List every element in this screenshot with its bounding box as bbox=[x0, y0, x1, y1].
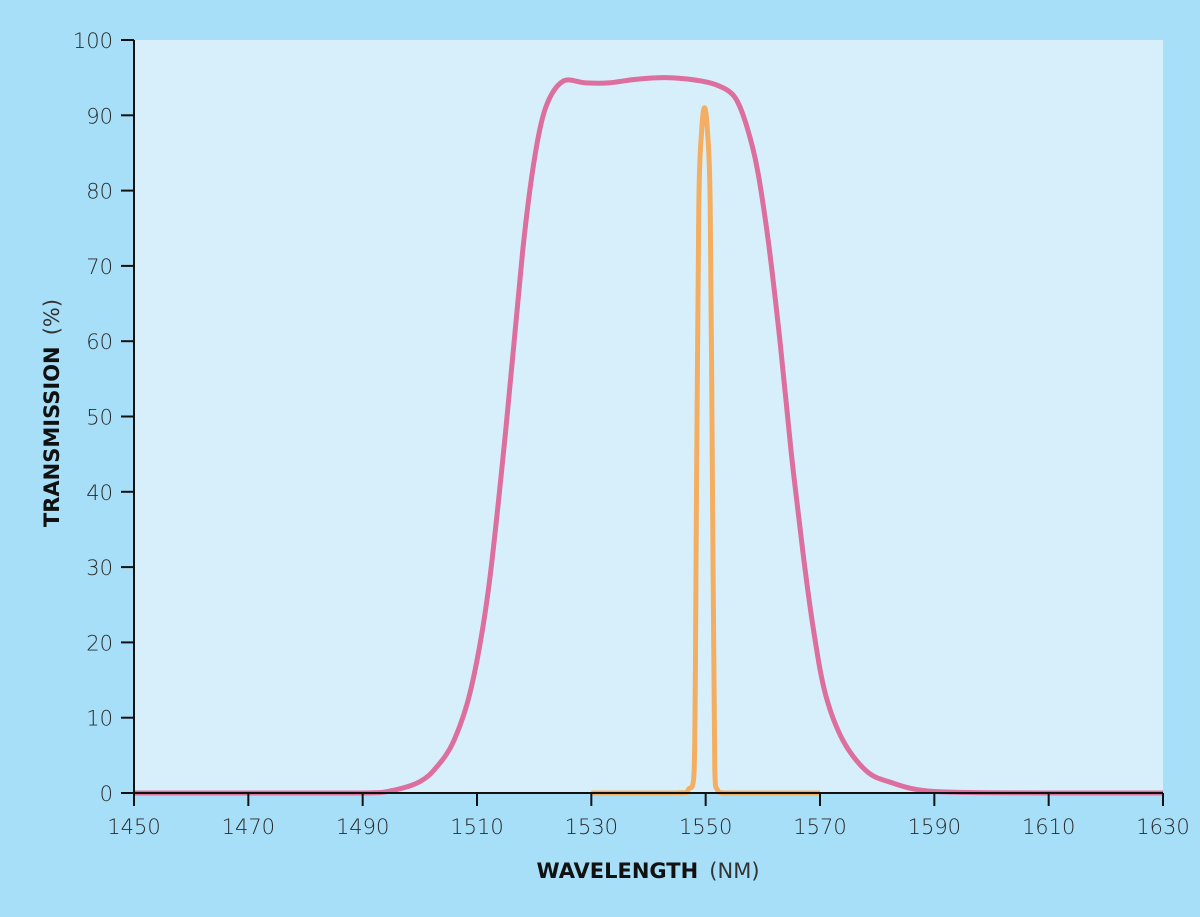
x-tick-label: 1510 bbox=[450, 815, 503, 839]
series-line-broadband bbox=[134, 75, 1163, 796]
y-tick-label: 80 bbox=[86, 180, 113, 204]
x-tick-label: 1470 bbox=[222, 815, 275, 839]
y-axis-title-main: TRANSMISSION bbox=[40, 346, 64, 527]
series-line-narrowband bbox=[591, 105, 820, 796]
x-tick-label: 1570 bbox=[793, 815, 846, 839]
y-tick-label: 0 bbox=[100, 782, 113, 806]
y-tick-label: 90 bbox=[86, 104, 113, 128]
x-axis-title: WAVELENGTH (NM) bbox=[536, 859, 759, 883]
plot-area bbox=[134, 40, 1163, 793]
y-axis-title: TRANSMISSION (%) bbox=[40, 299, 64, 527]
x-tick-label: 1450 bbox=[107, 815, 160, 839]
x-tick-label: 1630 bbox=[1136, 815, 1189, 839]
x-ticks: 1450 1470 1490 1510 1530 1550 1570 1590 1610 1630 bbox=[107, 793, 1190, 839]
x-axis-title-main: WAVELENGTH bbox=[536, 859, 698, 883]
x-tick-label: 1610 bbox=[1022, 815, 1075, 839]
y-tick-label: 70 bbox=[86, 255, 113, 279]
series-layer bbox=[134, 75, 1163, 796]
y-tick-label: 60 bbox=[86, 330, 113, 354]
x-axis-title-unit: (NM) bbox=[709, 859, 759, 883]
y-tick-label: 50 bbox=[86, 406, 113, 430]
y-tick-label: 10 bbox=[86, 707, 113, 731]
x-tick-label: 1550 bbox=[679, 815, 732, 839]
x-tick-label: 1590 bbox=[908, 815, 961, 839]
y-tick-label: 100 bbox=[73, 29, 113, 53]
x-tick-label: 1530 bbox=[565, 815, 618, 839]
y-ticks: 0 10 20 30 40 50 60 70 80 90 100 bbox=[73, 29, 134, 806]
x-tick-label: 1490 bbox=[336, 815, 389, 839]
y-axis-title-unit: (%) bbox=[40, 299, 64, 335]
y-tick-label: 20 bbox=[86, 631, 113, 655]
y-tick-label: 40 bbox=[86, 481, 113, 505]
y-tick-label: 30 bbox=[86, 556, 113, 580]
